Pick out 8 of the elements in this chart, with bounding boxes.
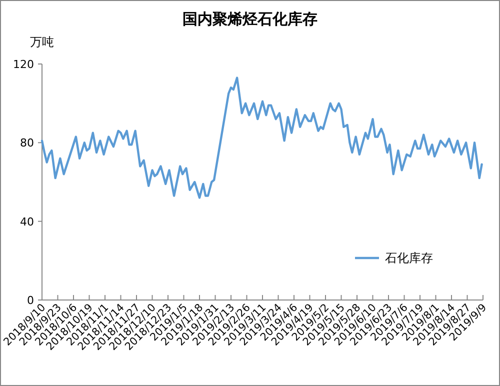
line-series [40, 76, 483, 199]
y-tick-label: 40 [20, 215, 34, 228]
y-axis-title: 万吨 [30, 35, 54, 49]
legend-label: 石化库存 [385, 251, 433, 265]
y-tick-label: 0 [27, 294, 34, 307]
chart-title: 国内聚烯烃石化库存 [182, 10, 318, 28]
y-tick-label: 120 [13, 58, 34, 71]
y-tick-label: 80 [20, 136, 34, 150]
